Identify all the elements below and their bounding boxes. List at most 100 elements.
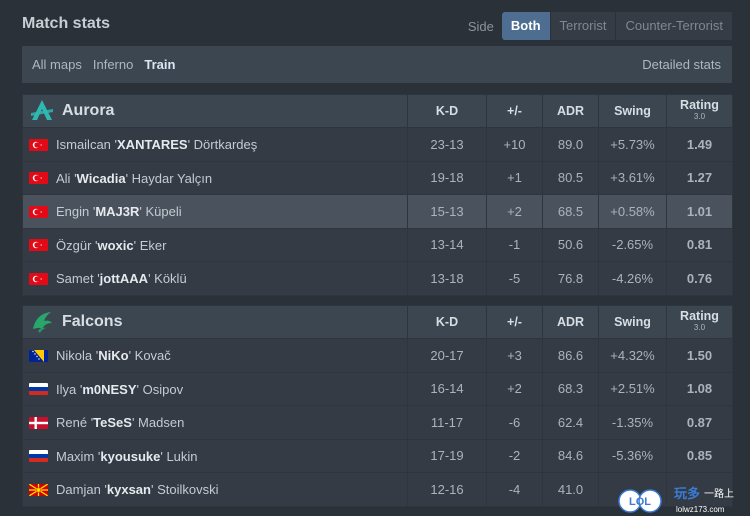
player-row[interactable]: Damjan 'kyxsan' Stoilkovski 12-16 -4 41.0- [22, 472, 733, 507]
player-adr: 68.3 [542, 371, 599, 406]
team-name-header[interactable]: Aurora [22, 94, 408, 128]
player-rating: 1.50 [666, 338, 733, 373]
player-name[interactable]: René 'TeSeS' Madsen [56, 415, 185, 431]
player-name[interactable]: Maxim 'kyousuke' Lukin [56, 448, 198, 464]
player-name-cell[interactable]: Maxim 'kyousuke' Lukin [22, 438, 408, 473]
player-adr: 86.6 [542, 338, 599, 373]
player-swing: +0.58% [598, 194, 667, 229]
side-both-button[interactable]: Both [501, 12, 550, 40]
team-table-aurora: Aurora K-D +/- ADR Swing Rating 3.0 Ismai… [22, 94, 733, 296]
side-filter: Side Both Terrorist Counter-Terrorist [468, 12, 732, 40]
team-header-row: Aurora K-D +/- ADR Swing Rating 3.0 [22, 94, 733, 128]
player-last-name: Osipov [142, 381, 184, 397]
rating-label: Rating [680, 98, 719, 112]
adr-header[interactable]: ADR [542, 94, 599, 128]
player-name[interactable]: Samet 'jottAAA' Köklü [56, 271, 187, 287]
player-row[interactable]: Ismailcan 'XANTARES' Dörtkardeş 23-13 +10 8… [22, 127, 733, 162]
player-rating: 1.49 [666, 127, 733, 162]
player-row[interactable]: Ilya 'm0NESY' Osipov 16-14 +2 68.3 +2.51% 1.0… [22, 371, 733, 406]
kd-header[interactable]: K-D [407, 94, 487, 128]
detailed-stats-link[interactable]: Detailed stats [642, 57, 721, 72]
player-row[interactable]: Engin 'MAJ3R' Küpeli 15-13 +2 68.5 +0.58% 1.0… [22, 194, 733, 229]
player-rating: 0.85 [666, 438, 733, 473]
map-train-link[interactable]: Train [144, 57, 176, 72]
player-name[interactable]: Ilya 'm0NESY' Osipov [56, 381, 184, 397]
ba-flag-icon [29, 349, 48, 362]
player-adr: 68.5 [542, 194, 599, 229]
rating-header[interactable]: Rating 3.0 [666, 94, 733, 128]
player-plus-minus: -6 [486, 405, 543, 440]
tr-flag-icon [29, 239, 48, 252]
player-name-cell[interactable]: Ismailcan 'XANTARES' Dörtkardeş [22, 127, 408, 162]
match-stats-header: Match stats Side Both Terrorist Counter-… [22, 12, 732, 42]
swing-header[interactable]: Swing [598, 94, 667, 128]
rating-header[interactable]: Rating 3.0 [666, 305, 733, 339]
plus-minus-header[interactable]: +/- [486, 94, 543, 128]
player-plus-minus: +1 [486, 160, 543, 195]
rating-version: 3.0 [693, 112, 706, 121]
player-swing: -2.65% [598, 227, 667, 262]
player-plus-minus: +10 [486, 127, 543, 162]
player-name[interactable]: Damjan 'kyxsan' Stoilkovski [56, 482, 219, 498]
player-name-cell[interactable]: Özgür 'woxic' Eker [22, 227, 408, 262]
player-rating: 1.01 [666, 194, 733, 229]
player-kd: 12-16 [407, 472, 487, 507]
player-name[interactable]: Nikola 'NiKo' Kovač [56, 348, 171, 364]
player-plus-minus: -4 [486, 472, 543, 507]
team-name-header[interactable]: Falcons [22, 305, 408, 339]
player-last-name: Haydar Yalçın [131, 170, 213, 186]
player-name[interactable]: Engin 'MAJ3R' Küpeli [56, 204, 182, 220]
player-kd: 17-19 [407, 438, 487, 473]
player-first-name: Samet [56, 271, 94, 287]
player-nickname: TeSeS [93, 415, 132, 431]
player-name-cell[interactable]: Ilya 'm0NESY' Osipov [22, 371, 408, 406]
player-row[interactable]: Ali 'Wicadia' Haydar Yalçın 19-18 +1 80.5 +3… [22, 160, 733, 195]
player-first-name: Engin [56, 204, 90, 220]
player-last-name: Lukin [166, 448, 198, 464]
plus-minus-header[interactable]: +/- [486, 305, 543, 339]
player-row[interactable]: Maxim 'kyousuke' Lukin 17-19 -2 84.6 -5.36% 0… [22, 438, 733, 473]
player-nickname: XANTARES [117, 137, 188, 153]
player-rating: 1.27 [666, 160, 733, 195]
player-row[interactable]: Özgür 'woxic' Eker 13-14 -1 50.6 -2.65% 0.81 [22, 227, 733, 262]
player-name-cell[interactable]: René 'TeSeS' Madsen [22, 405, 408, 440]
map-inferno-link[interactable]: Inferno [92, 57, 134, 72]
player-nickname: Wicadia [76, 170, 126, 186]
side-terrorist-button[interactable]: Terrorist [549, 12, 616, 40]
player-rating: 1.08 [666, 371, 733, 406]
player-kd: 11-17 [407, 405, 487, 440]
adr-header[interactable]: ADR [542, 305, 599, 339]
player-first-name: René [56, 415, 88, 431]
player-rating: 0.81 [666, 227, 733, 262]
tr-flag-icon [29, 205, 48, 218]
player-name-cell[interactable]: Damjan 'kyxsan' Stoilkovski [22, 472, 408, 507]
player-rating: 0.87 [666, 405, 733, 440]
player-row[interactable]: Samet 'jottAAA' Köklü 13-18 -5 76.8 -4.26% 0.… [22, 261, 733, 296]
player-name[interactable]: Ali 'Wicadia' Haydar Yalçın [56, 170, 213, 186]
player-nickname: kyousuke [100, 448, 161, 464]
player-adr: 80.5 [542, 160, 599, 195]
player-plus-minus: +2 [486, 194, 543, 229]
player-name[interactable]: Özgür 'woxic' Eker [56, 237, 167, 253]
player-name-cell[interactable]: Ali 'Wicadia' Haydar Yalçın [22, 160, 408, 195]
player-plus-minus: +3 [486, 338, 543, 373]
player-swing: -1.35% [598, 405, 667, 440]
player-name-cell[interactable]: Nikola 'NiKo' Kovač [22, 338, 408, 373]
tr-flag-icon [29, 138, 48, 151]
side-counter-terrorist-button[interactable]: Counter-Terrorist [615, 12, 732, 40]
player-name[interactable]: Ismailcan 'XANTARES' Dörtkardeş [56, 137, 258, 153]
player-row[interactable]: Nikola 'NiKo' Kovač 20-17 +3 86.6 +4.32% 1.50 [22, 338, 733, 373]
player-adr: 89.0 [542, 127, 599, 162]
player-nickname: m0NESY [82, 381, 137, 397]
swing-header[interactable]: Swing [598, 305, 667, 339]
rating-label: Rating [680, 309, 719, 323]
player-name-cell[interactable]: Engin 'MAJ3R' Küpeli [22, 194, 408, 229]
rating-version: 3.0 [693, 323, 706, 332]
map-all-maps-link[interactable]: All maps [32, 57, 82, 72]
player-row[interactable]: René 'TeSeS' Madsen 11-17 -6 62.4 -1.35% 0.87 [22, 405, 733, 440]
kd-header[interactable]: K-D [407, 305, 487, 339]
player-name-cell[interactable]: Samet 'jottAAA' Köklü [22, 261, 408, 296]
player-adr: 50.6 [542, 227, 599, 262]
ru-flag-icon [29, 450, 48, 463]
player-swing: -5.36% [598, 438, 667, 473]
